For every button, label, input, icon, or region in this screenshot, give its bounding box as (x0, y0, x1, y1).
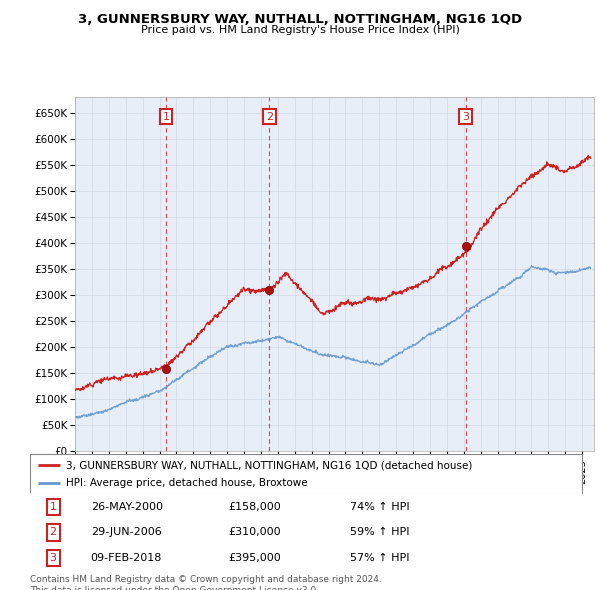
Text: £395,000: £395,000 (229, 553, 281, 563)
Text: £310,000: £310,000 (229, 527, 281, 537)
Text: £158,000: £158,000 (229, 502, 281, 512)
Text: 59% ↑ HPI: 59% ↑ HPI (350, 527, 410, 537)
Text: 3: 3 (50, 553, 56, 563)
Text: 1: 1 (163, 112, 169, 122)
Text: 2: 2 (266, 112, 273, 122)
Text: 29-JUN-2006: 29-JUN-2006 (91, 527, 161, 537)
Text: 3: 3 (462, 112, 469, 122)
Text: 1: 1 (50, 502, 56, 512)
Text: Contains HM Land Registry data © Crown copyright and database right 2024.
This d: Contains HM Land Registry data © Crown c… (30, 575, 382, 590)
Text: 26-MAY-2000: 26-MAY-2000 (91, 502, 163, 512)
Text: 3, GUNNERSBURY WAY, NUTHALL, NOTTINGHAM, NG16 1QD: 3, GUNNERSBURY WAY, NUTHALL, NOTTINGHAM,… (78, 13, 522, 26)
Text: Price paid vs. HM Land Registry's House Price Index (HPI): Price paid vs. HM Land Registry's House … (140, 25, 460, 35)
Text: 3, GUNNERSBURY WAY, NUTHALL, NOTTINGHAM, NG16 1QD (detached house): 3, GUNNERSBURY WAY, NUTHALL, NOTTINGHAM,… (66, 460, 472, 470)
Text: 2: 2 (50, 527, 57, 537)
Text: 57% ↑ HPI: 57% ↑ HPI (350, 553, 410, 563)
Text: 09-FEB-2018: 09-FEB-2018 (91, 553, 162, 563)
Text: 74% ↑ HPI: 74% ↑ HPI (350, 502, 410, 512)
Text: HPI: Average price, detached house, Broxtowe: HPI: Average price, detached house, Brox… (66, 478, 308, 488)
